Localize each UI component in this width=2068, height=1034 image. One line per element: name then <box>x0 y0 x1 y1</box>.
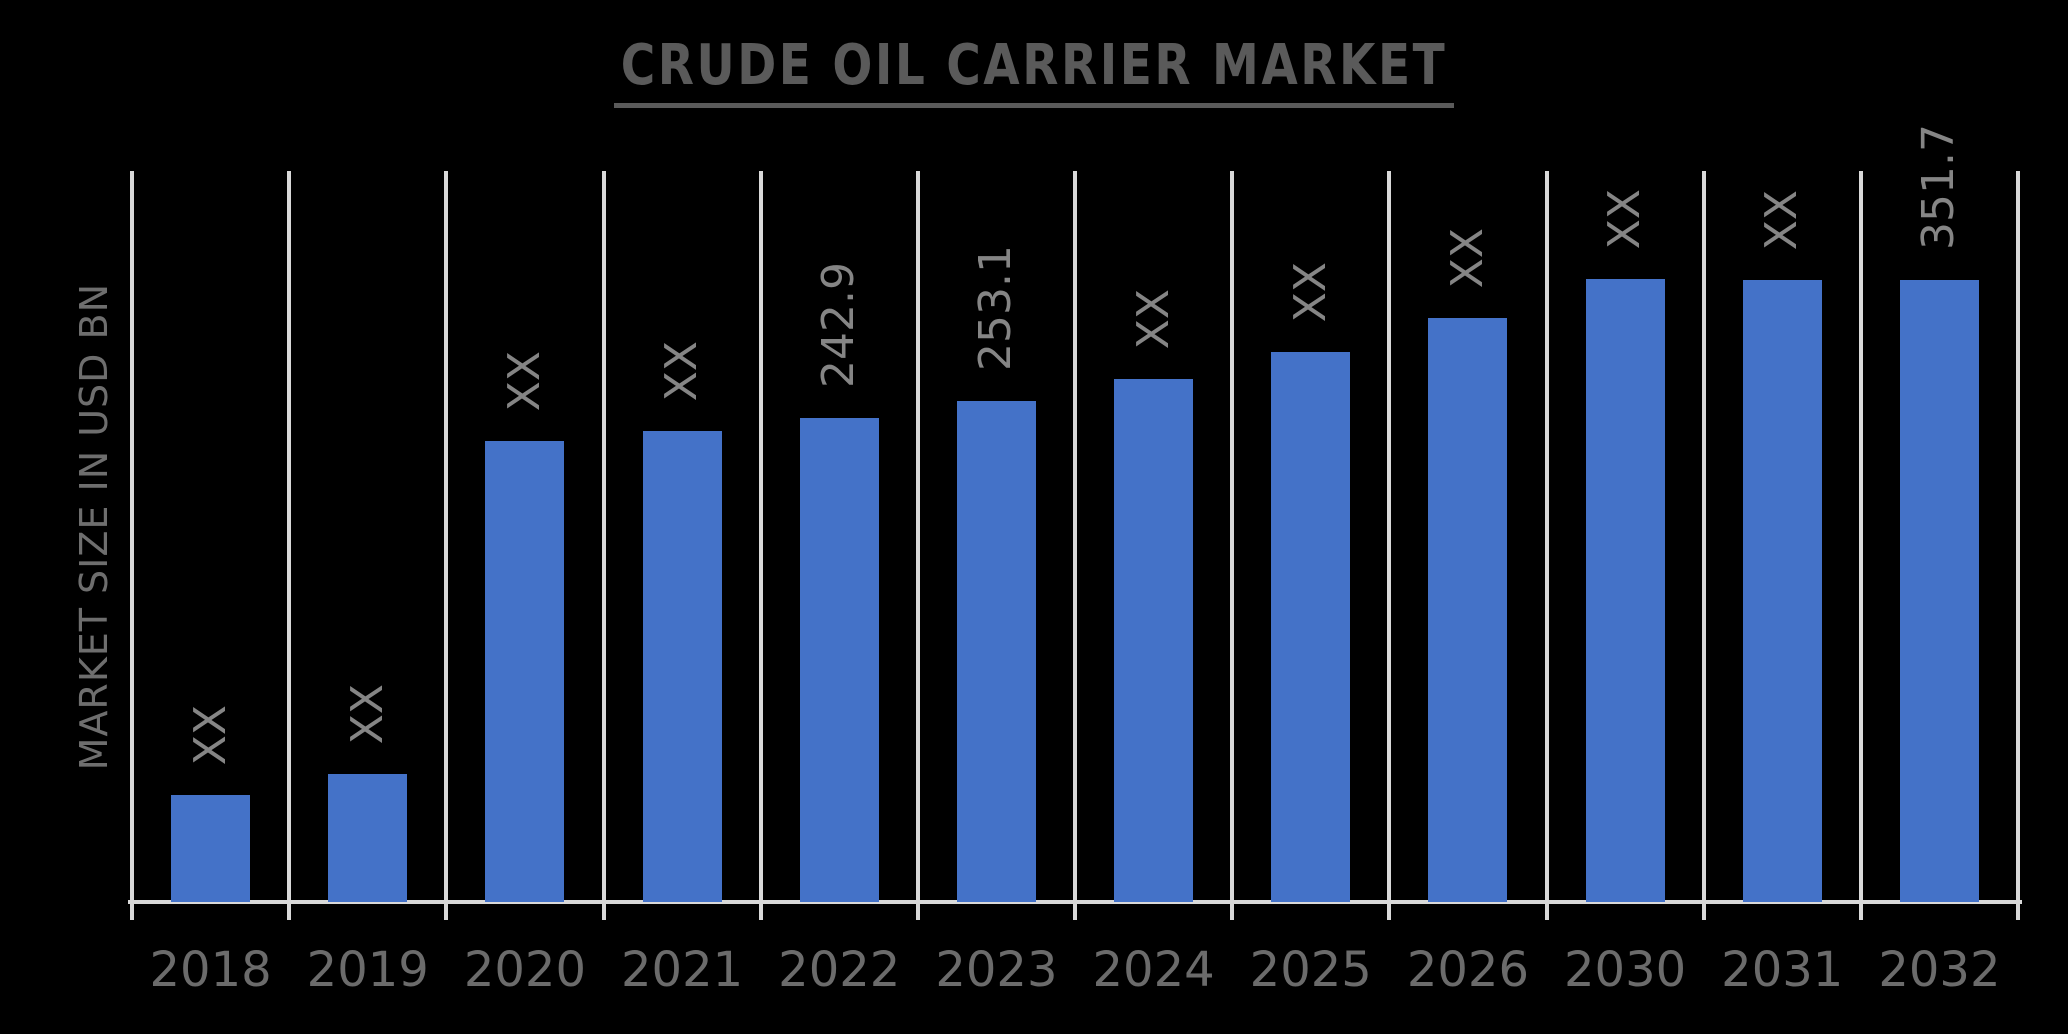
bar-value-label: XX <box>656 340 708 401</box>
x-axis-tick <box>1858 902 1863 920</box>
chart-title: CRUDE OIL CARRIER MARKET <box>614 38 1454 108</box>
bar-2030 <box>1585 279 1665 902</box>
vertical-gridline <box>915 171 920 902</box>
x-axis-label-2030: 2030 <box>1564 942 1687 998</box>
x-axis-label-2023: 2023 <box>935 942 1058 998</box>
bar-value-label: XX <box>341 683 393 744</box>
bar-2024 <box>1114 379 1194 902</box>
vertical-gridline <box>1544 171 1549 902</box>
bar-value-label: XX <box>1599 188 1651 249</box>
x-axis-tick <box>758 902 763 920</box>
vertical-gridline <box>601 171 606 902</box>
vertical-gridline <box>1701 171 1706 902</box>
x-axis-label-2032: 2032 <box>1878 942 2001 998</box>
x-axis-tick <box>1701 902 1706 920</box>
x-axis-tick <box>1230 902 1235 920</box>
chart-title-wrap: CRUDE OIL CARRIER MARKET <box>0 38 2068 108</box>
vertical-gridline <box>444 171 449 902</box>
bar-2021 <box>642 431 722 902</box>
bar-value-label: XX <box>184 704 236 765</box>
bar-2032 <box>1899 280 1979 902</box>
vertical-gridline <box>130 171 134 902</box>
x-axis-tick <box>1073 902 1077 920</box>
vertical-gridline <box>758 171 763 902</box>
bar-value-label: XX <box>1127 288 1179 349</box>
bar-2020 <box>485 441 565 902</box>
x-axis-label-2026: 2026 <box>1406 942 1529 998</box>
bar-2031 <box>1742 280 1822 902</box>
vertical-gridline <box>1387 171 1392 902</box>
x-axis-label-2024: 2024 <box>1092 942 1215 998</box>
x-axis-label-2020: 2020 <box>463 942 586 998</box>
x-axis-label-2025: 2025 <box>1249 942 1372 998</box>
vertical-gridline <box>287 171 292 902</box>
x-axis-tick <box>287 902 292 920</box>
bar-2022 <box>799 418 879 902</box>
x-axis-tick <box>1387 902 1392 920</box>
x-axis-tick <box>1544 902 1549 920</box>
x-axis-label-2022: 2022 <box>778 942 901 998</box>
x-axis-label-2019: 2019 <box>306 942 429 998</box>
x-axis-label-2018: 2018 <box>149 942 272 998</box>
x-axis-line <box>128 900 2022 904</box>
y-axis-title: MARKET SIZE IN USD BN <box>72 282 116 770</box>
vertical-gridline <box>1073 171 1077 902</box>
bar-value-label: XX <box>1756 189 1808 250</box>
bar-value-label: XX <box>1284 261 1336 322</box>
bar-value-label: 253.1 <box>970 245 1022 371</box>
x-axis-tick <box>130 902 134 920</box>
bar-value-label: XX <box>498 350 550 411</box>
bar-value-label: XX <box>1441 227 1493 288</box>
vertical-gridline <box>1858 171 1863 902</box>
x-axis-tick <box>2016 902 2020 920</box>
x-axis-tick <box>601 902 606 920</box>
vertical-gridline <box>2016 171 2020 902</box>
bar-2026 <box>1428 318 1508 902</box>
bar-2025 <box>1271 352 1351 902</box>
x-axis-label-2021: 2021 <box>621 942 744 998</box>
bar-value-label: 351.7 <box>1913 124 1965 250</box>
vertical-gridline <box>1230 171 1235 902</box>
bar-value-label: 242.9 <box>813 262 865 388</box>
bar-2019 <box>328 774 408 902</box>
x-axis-tick <box>915 902 920 920</box>
x-axis-tick <box>444 902 449 920</box>
bar-2018 <box>171 795 251 902</box>
x-axis-label-2031: 2031 <box>1721 942 1844 998</box>
bar-2023 <box>956 401 1036 902</box>
